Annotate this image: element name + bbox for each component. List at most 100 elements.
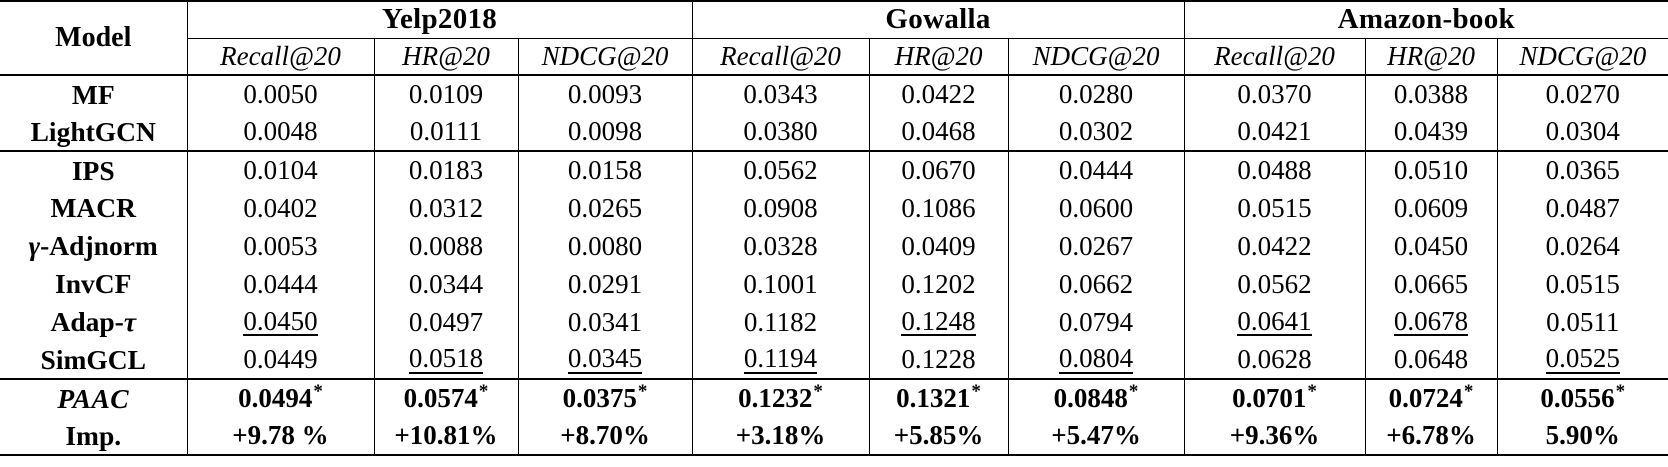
significance-star: * [478, 381, 489, 402]
metric-value: 0.0080 [567, 230, 643, 261]
value-cell: +9.78 % [187, 417, 375, 455]
value-cell: 0.0280 [1008, 75, 1185, 113]
metric-value: 0.0409 [901, 230, 976, 261]
metric-value: 0.0343 [743, 79, 818, 109]
value-cell: 0.0804 [1008, 341, 1185, 379]
model-name-cell: LightGCN [0, 113, 188, 151]
value-cell: 0.0370 [1184, 75, 1366, 113]
value-cell: 0.1228 [869, 341, 1009, 379]
value-cell: 0.0312 [374, 189, 519, 227]
metric-header-recall-yelp: Recall@20 [187, 38, 375, 76]
value-cell: 0.0724* [1365, 378, 1498, 417]
model-name-cell: IPS [0, 150, 188, 189]
value-cell: 0.0794 [1008, 303, 1185, 341]
value-cell: 0.0648 [1365, 341, 1498, 379]
value-cell: 0.0264 [1497, 227, 1668, 265]
metric-value: 0.0701 [1232, 383, 1307, 413]
table-row: MACR 0.0402 0.0312 0.0265 0.0908 0.1086 0.0600… [0, 189, 1668, 227]
metric-value: 0.0794 [1058, 306, 1134, 337]
metric-value: 0.0422 [901, 79, 976, 109]
metric-header-ndcg-yelp: NDCG@20 [518, 38, 693, 76]
table-row: Imp. +9.78 % +10.81% +8.70% +3.18% +5.85% +5.4… [0, 417, 1668, 455]
value-cell: 0.0345 [518, 341, 693, 379]
value-cell: 0.0093 [518, 75, 693, 113]
value-cell: 0.0104 [187, 150, 375, 189]
second-best-value: 0.0641 [1237, 305, 1312, 337]
metric-value: +5.85% [893, 420, 984, 450]
metric-value: 0.0270 [1545, 79, 1620, 109]
metric-value: 0.0375 [562, 383, 637, 413]
value-cell: 0.0439 [1365, 113, 1498, 151]
value-cell: 0.0422 [1184, 227, 1366, 265]
metric-value: 0.0487 [1545, 192, 1620, 223]
value-cell: 0.0183 [374, 150, 519, 189]
table-header: Model Yelp2018 Gowalla Amazon-book Recal… [0, 1, 1668, 76]
value-cell: 0.0109 [374, 75, 519, 113]
value-cell: 0.0388 [1365, 75, 1498, 113]
metric-header-hr-gowalla: HR@20 [869, 38, 1009, 76]
value-cell: 0.0270 [1497, 75, 1668, 113]
metric-value: 0.0402 [243, 192, 318, 223]
value-cell: 0.0048 [187, 113, 375, 151]
metric-value: 0.0724 [1388, 383, 1463, 413]
second-best-value: 0.0804 [1058, 343, 1134, 374]
value-cell: +9.36% [1184, 417, 1366, 455]
metric-value: 0.0111 [409, 116, 483, 146]
value-cell: +5.47% [1008, 417, 1185, 455]
metric-value: 0.1001 [743, 268, 818, 299]
value-cell: 0.0302 [1008, 113, 1185, 151]
metric-value: 0.0422 [1237, 230, 1312, 261]
metric-value: 0.1202 [901, 268, 976, 299]
metric-value: 0.0050 [243, 79, 318, 109]
value-cell: 0.1194 [692, 341, 870, 379]
value-cell: 0.0641 [1184, 303, 1366, 341]
model-name-cell: InvCF [0, 265, 188, 303]
greek-letter: γ [28, 230, 41, 262]
value-cell: 0.0344 [374, 265, 519, 303]
model-column-header: Model [0, 1, 188, 76]
metric-value: 0.1086 [901, 192, 976, 223]
value-cell: 0.0600 [1008, 189, 1185, 227]
metric-value: 0.0109 [408, 79, 484, 109]
metric-value: 0.0421 [1237, 116, 1312, 146]
metric-value: 0.0562 [743, 155, 818, 185]
metric-value: 0.0439 [1393, 116, 1469, 146]
metric-value: 0.0449 [243, 344, 318, 374]
metric-value: 5.90% [1545, 420, 1620, 450]
table-body: MF 0.0050 0.0109 0.0093 0.0343 0.0422 0.0280 0.… [0, 75, 1668, 455]
value-cell: 0.0449 [187, 341, 375, 379]
value-cell: 0.0422 [869, 75, 1009, 113]
dataset-header-yelp2018: Yelp2018 [187, 1, 693, 39]
metric-value: 0.0328 [743, 230, 818, 261]
metric-value: 0.0053 [243, 230, 318, 261]
model-name-cell: PAAC [0, 378, 188, 417]
metric-value: 0.0104 [243, 155, 318, 185]
results-table: Model Yelp2018 Gowalla Amazon-book Recal… [0, 0, 1668, 456]
value-cell: +10.81% [374, 417, 519, 455]
metric-value: +8.70% [560, 420, 650, 450]
metric-value: 0.0304 [1545, 116, 1620, 146]
value-cell: 0.0267 [1008, 227, 1185, 265]
metric-value: 0.0265 [567, 192, 643, 223]
value-cell: 0.0662 [1008, 265, 1185, 303]
metric-value: 0.0302 [1058, 116, 1134, 146]
metric-value: 0.0312 [408, 192, 484, 223]
value-cell: 0.0421 [1184, 113, 1366, 151]
significance-star: * [637, 381, 648, 402]
value-cell: +3.18% [692, 417, 870, 455]
metric-value: 0.0670 [901, 155, 976, 185]
metric-value: 0.0158 [567, 155, 643, 185]
model-name-cell: SimGCL [0, 341, 188, 379]
table-row: SimGCL 0.0449 0.0518 0.0345 0.1194 0.1228 0.08… [0, 341, 1668, 379]
metric-header-recall-gowalla: Recall@20 [692, 38, 870, 76]
metric-value: 0.0468 [901, 116, 976, 146]
metric-header-recall-amazon: Recall@20 [1184, 38, 1366, 76]
value-cell: 0.0848* [1008, 378, 1185, 417]
value-cell: 0.0053 [187, 227, 375, 265]
value-cell: 0.0468 [869, 113, 1009, 151]
value-cell: 0.0080 [518, 227, 693, 265]
model-name-cell: Imp. [0, 417, 188, 455]
value-cell: 0.1321* [869, 378, 1009, 417]
value-cell: 0.1001 [692, 265, 870, 303]
value-cell: 5.90% [1497, 417, 1668, 455]
